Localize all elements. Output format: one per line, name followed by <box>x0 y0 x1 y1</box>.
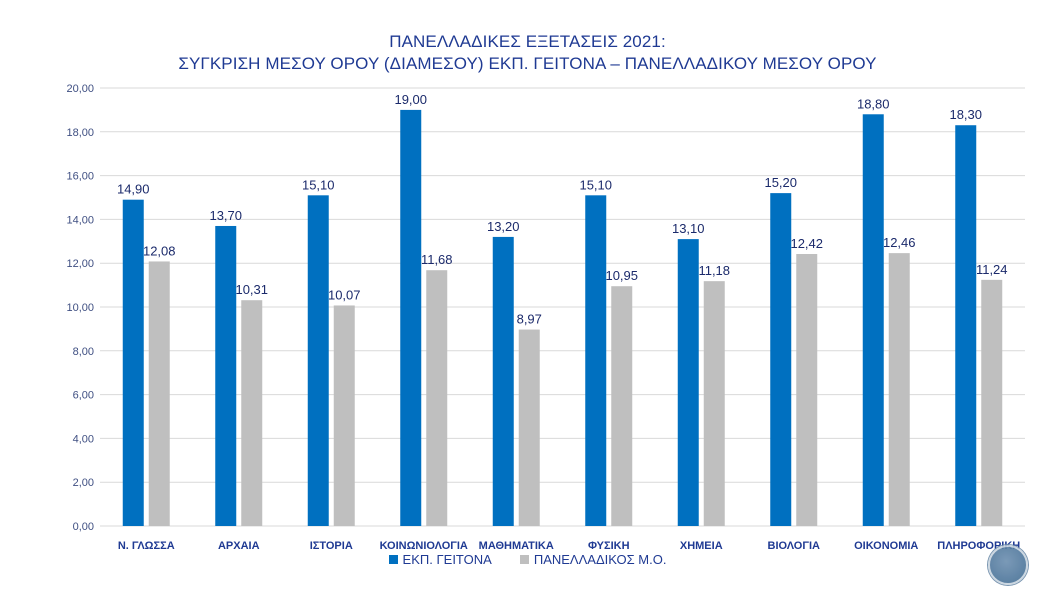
chart-subtitle: ΣΥΓΚΡΙΣΗ ΜΕΣΟΥ ΟΡΟΥ (ΔΙΑΜΕΣΟΥ) ΕΚΠ. ΓΕΙΤ… <box>178 54 877 73</box>
bar-ekp-geitona <box>862 114 884 526</box>
data-label: 12,46 <box>883 235 916 250</box>
data-label: 15,20 <box>764 175 797 190</box>
bar-ekp-geitona <box>955 125 977 526</box>
legend-item-panelladikos: ΠΑΝΕΛΛΑΔΙΚΟΣ Μ.Ο. <box>519 552 667 567</box>
bar-ekp-geitona <box>770 193 792 526</box>
legend-swatch-gray <box>519 555 529 564</box>
bar-ekp-geitona <box>122 199 144 526</box>
y-tick-label: 6,00 <box>73 390 94 402</box>
data-label: 13,70 <box>209 208 242 223</box>
data-label: 13,20 <box>487 219 520 234</box>
data-label: 18,30 <box>949 107 982 122</box>
x-tick-label: ΒΙΟΛΟΓΙΑ <box>768 540 821 552</box>
bar-ekp-geitona <box>215 225 237 526</box>
legend-item-ekp-geitona: ΕΚΠ. ΓΕΙΤΟΝΑ <box>388 552 492 567</box>
x-tick-label: ΚΟΙΝΩΝΙΟΛΟΓΙΑ <box>380 540 468 552</box>
data-label: 12,08 <box>143 243 176 258</box>
bar-panelladikos <box>426 270 448 526</box>
y-tick-label: 14,00 <box>66 214 94 226</box>
data-label: 18,80 <box>857 96 890 111</box>
data-label: 13,10 <box>672 221 705 236</box>
y-tick-label: 20,00 <box>66 83 94 95</box>
y-tick-label: 2,00 <box>73 477 94 489</box>
bar-panelladikos <box>333 305 355 526</box>
chart-title: ΠΑΝΕΛΛΑΔΙΚΕΣ ΕΞΕΤΑΣΕΙΣ 2021: <box>389 32 666 51</box>
data-label: 8,97 <box>517 312 542 327</box>
bar-panelladikos <box>241 300 263 526</box>
y-tick-label: 16,00 <box>66 171 94 183</box>
bar-ekp-geitona <box>585 195 607 526</box>
data-label: 10,95 <box>605 268 638 283</box>
y-tick-label: 0,00 <box>73 521 94 533</box>
data-label: 15,10 <box>579 177 612 192</box>
y-tick-label: 10,00 <box>66 302 94 314</box>
bar-ekp-geitona <box>307 195 329 526</box>
bar-panelladikos <box>703 281 725 526</box>
bar-panelladikos <box>888 253 910 526</box>
y-tick-label: 4,00 <box>73 433 94 445</box>
bar-panelladikos <box>148 261 170 526</box>
y-tick-label: 8,00 <box>73 346 94 358</box>
y-tick-label: 18,00 <box>66 127 94 139</box>
y-tick-label: 12,00 <box>66 258 94 270</box>
legend-swatch-blue <box>388 555 398 564</box>
x-tick-label: ΧΗΜΕΙΑ <box>680 540 723 552</box>
x-tick-label: ΙΣΤΟΡΙΑ <box>310 540 353 552</box>
bar-ekp-geitona <box>677 239 699 527</box>
data-label: 11,24 <box>976 262 1008 277</box>
data-label: 15,10 <box>302 177 335 192</box>
x-tick-label: ΦΥΣΙΚΗ <box>588 540 630 552</box>
legend: ΕΚΠ. ΓΕΙΤΟΝΑ ΠΑΝΕΛΛΑΔΙΚΟΣ Μ.Ο. <box>0 552 1055 567</box>
logo-icon <box>988 545 1028 585</box>
bar-ekp-geitona <box>492 236 514 527</box>
bar-panelladikos <box>981 279 1003 526</box>
x-tick-label: ΟΙΚΟΝΟΜΙΑ <box>854 540 918 552</box>
data-label: 12,42 <box>790 236 823 251</box>
legend-label: ΠΑΝΕΛΛΑΔΙΚΟΣ Μ.Ο. <box>533 552 667 567</box>
data-label: 19,00 <box>394 92 427 107</box>
bar-panelladikos <box>518 329 540 526</box>
x-tick-label: ΜΑΘΗΜΑΤΙΚΑ <box>479 540 554 552</box>
bar-panelladikos <box>796 254 818 526</box>
data-label: 10,07 <box>328 287 361 302</box>
bar-panelladikos <box>611 286 633 526</box>
data-label: 14,90 <box>117 182 150 197</box>
x-tick-label: ΑΡΧΑΙΑ <box>218 540 260 552</box>
x-tick-label: Ν. ΓΛΩΣΣΑ <box>118 540 175 552</box>
data-label: 11,68 <box>421 252 453 267</box>
legend-label: ΕΚΠ. ΓΕΙΤΟΝΑ <box>402 552 492 567</box>
data-label: 10,31 <box>235 282 268 297</box>
bar-ekp-geitona <box>400 109 422 527</box>
data-label: 11,18 <box>698 263 730 278</box>
